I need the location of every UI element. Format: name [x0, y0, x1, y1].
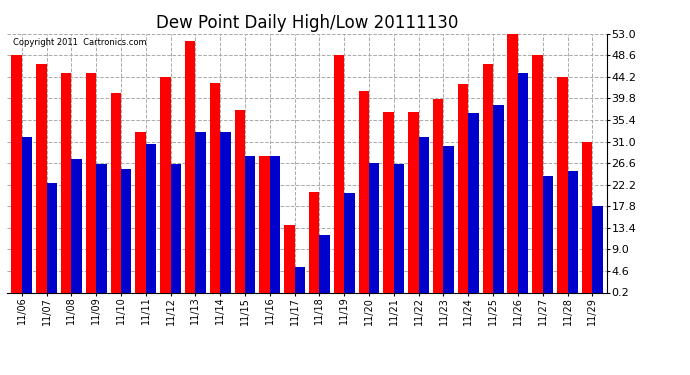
- Bar: [334, 56, 344, 294]
- Bar: [259, 156, 270, 294]
- Bar: [47, 183, 57, 294]
- Bar: [295, 267, 305, 294]
- Bar: [235, 110, 245, 294]
- Bar: [110, 93, 121, 294]
- Bar: [220, 132, 230, 294]
- Bar: [170, 164, 181, 294]
- Bar: [71, 159, 82, 294]
- Bar: [394, 164, 404, 294]
- Bar: [518, 73, 529, 294]
- Bar: [210, 83, 220, 294]
- Bar: [245, 156, 255, 294]
- Bar: [195, 132, 206, 294]
- Bar: [344, 193, 355, 294]
- Bar: [22, 136, 32, 294]
- Bar: [384, 112, 394, 294]
- Bar: [319, 235, 330, 294]
- Bar: [582, 142, 592, 294]
- Bar: [567, 171, 578, 294]
- Text: Copyright 2011  Cartronics.com: Copyright 2011 Cartronics.com: [13, 38, 146, 46]
- Bar: [433, 99, 444, 294]
- Bar: [444, 147, 454, 294]
- Bar: [121, 168, 131, 294]
- Bar: [557, 77, 567, 294]
- Bar: [483, 64, 493, 294]
- Bar: [408, 112, 419, 294]
- Bar: [458, 84, 469, 294]
- Bar: [11, 56, 22, 294]
- Bar: [160, 77, 170, 294]
- Bar: [309, 192, 319, 294]
- Bar: [36, 64, 47, 294]
- Bar: [419, 136, 429, 294]
- Bar: [369, 163, 380, 294]
- Bar: [532, 56, 543, 294]
- Bar: [592, 206, 603, 294]
- Bar: [359, 91, 369, 294]
- Bar: [96, 164, 107, 294]
- Bar: [185, 41, 195, 294]
- Bar: [61, 73, 71, 294]
- Bar: [146, 144, 156, 294]
- Bar: [493, 105, 504, 294]
- Title: Dew Point Daily High/Low 20111130: Dew Point Daily High/Low 20111130: [156, 14, 458, 32]
- Bar: [543, 176, 553, 294]
- Bar: [86, 73, 96, 294]
- Bar: [469, 113, 479, 294]
- Bar: [270, 156, 280, 294]
- Bar: [507, 34, 518, 294]
- Bar: [135, 132, 146, 294]
- Bar: [284, 225, 295, 294]
